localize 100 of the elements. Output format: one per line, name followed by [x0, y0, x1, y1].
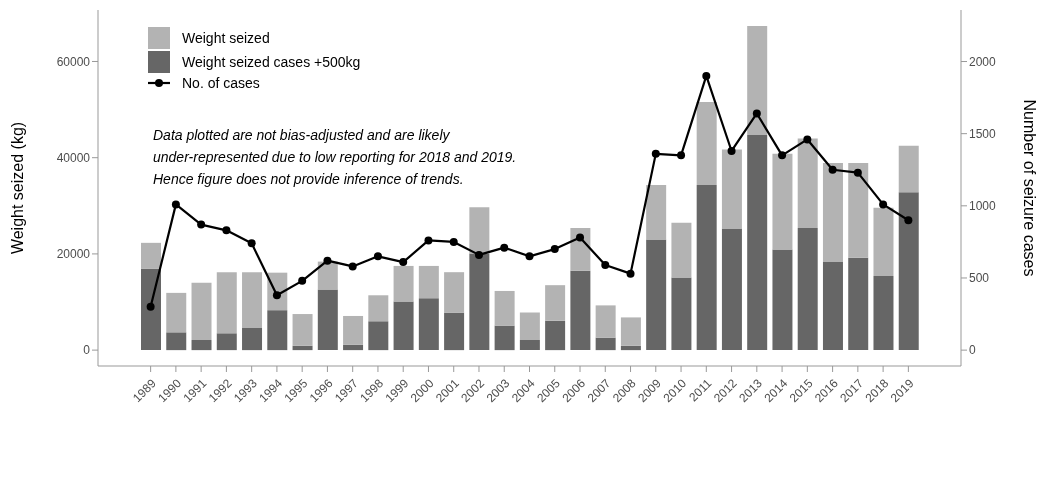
y-tick-label: 60000	[56, 54, 91, 69]
bar	[216, 333, 237, 351]
point	[550, 245, 559, 254]
bar	[595, 305, 616, 338]
bar	[242, 327, 263, 351]
bar	[166, 292, 187, 333]
bar	[873, 207, 894, 277]
y-tick-label: 0	[83, 343, 91, 358]
bar	[494, 290, 515, 326]
bar	[343, 315, 364, 345]
point	[474, 250, 483, 259]
point	[323, 256, 332, 265]
bar	[317, 289, 338, 351]
point	[752, 109, 761, 118]
bar	[191, 282, 212, 341]
point	[500, 243, 509, 252]
bar	[444, 312, 465, 351]
bar	[772, 249, 793, 351]
bar	[469, 253, 490, 351]
point	[449, 237, 458, 246]
bar	[848, 257, 869, 351]
bar	[216, 272, 237, 334]
bar	[317, 261, 338, 290]
y2-axis-title: Number of seizure cases	[1021, 99, 1039, 277]
bar	[393, 301, 414, 351]
bar	[873, 276, 894, 351]
bar	[848, 162, 869, 258]
bar	[191, 340, 212, 351]
point	[272, 291, 281, 300]
bar	[898, 145, 919, 193]
bar	[797, 227, 818, 351]
point	[803, 135, 812, 144]
bar	[822, 262, 843, 351]
bar	[721, 228, 742, 351]
bar	[494, 325, 515, 351]
y2-tick-label: 0	[969, 343, 976, 358]
point	[197, 220, 206, 229]
point	[727, 146, 736, 155]
bar	[620, 345, 641, 351]
point	[778, 151, 787, 160]
bar	[343, 344, 364, 351]
y2-tick-label: 1000	[969, 199, 997, 214]
bar	[267, 310, 288, 351]
bar	[444, 272, 465, 313]
y-tick-label: 40000	[56, 150, 91, 165]
bar	[822, 162, 843, 263]
bar	[545, 285, 566, 321]
point	[399, 258, 408, 267]
bar	[519, 312, 540, 341]
point	[146, 302, 155, 311]
point	[853, 168, 862, 177]
bar	[519, 340, 540, 351]
bar	[646, 239, 667, 351]
point	[677, 151, 686, 160]
bar	[646, 185, 667, 240]
bar	[797, 138, 818, 228]
point	[424, 236, 433, 245]
bar	[166, 332, 187, 351]
bar	[671, 222, 692, 278]
bar	[620, 317, 641, 346]
bar	[418, 265, 439, 299]
point	[222, 226, 231, 235]
bar	[141, 268, 161, 351]
point	[904, 216, 913, 225]
point	[525, 252, 534, 261]
annotation: Data plotted are not bias-adjusted and are likely under-represented due to low reporting for 2018 and 2019. Hence figure does not provide inference of trends.	[153, 126, 517, 189]
bar	[292, 345, 313, 351]
bar	[747, 135, 768, 351]
legend-label: No. of cases	[182, 75, 260, 91]
point	[171, 200, 180, 209]
y-axis-title: Weight seized (kg)	[8, 121, 26, 255]
bar	[242, 272, 263, 328]
bar	[671, 277, 692, 351]
legend-label: Weight seized cases +500kg	[182, 54, 361, 70]
bar	[368, 321, 389, 351]
point	[601, 260, 610, 269]
y2-tick-label: 500	[969, 271, 990, 286]
bar	[696, 101, 717, 186]
point	[298, 276, 307, 285]
legend-label: Weight seized	[182, 30, 270, 46]
y2-tick-label: 1500	[969, 126, 997, 141]
y2-tick-label: 2000	[969, 54, 997, 69]
y-tick-label: 20000	[56, 247, 91, 262]
bar	[570, 270, 591, 351]
point	[651, 149, 660, 158]
bar	[545, 320, 566, 351]
bar	[418, 298, 439, 351]
point	[702, 71, 711, 80]
bar	[898, 192, 919, 351]
point	[626, 269, 635, 278]
bar	[721, 149, 742, 229]
bar	[595, 337, 616, 351]
point	[373, 252, 382, 261]
bar	[141, 242, 161, 269]
bar	[368, 295, 389, 322]
bar	[696, 185, 717, 351]
point	[348, 262, 357, 271]
point	[828, 165, 837, 174]
point	[576, 233, 585, 242]
bar	[772, 153, 793, 250]
